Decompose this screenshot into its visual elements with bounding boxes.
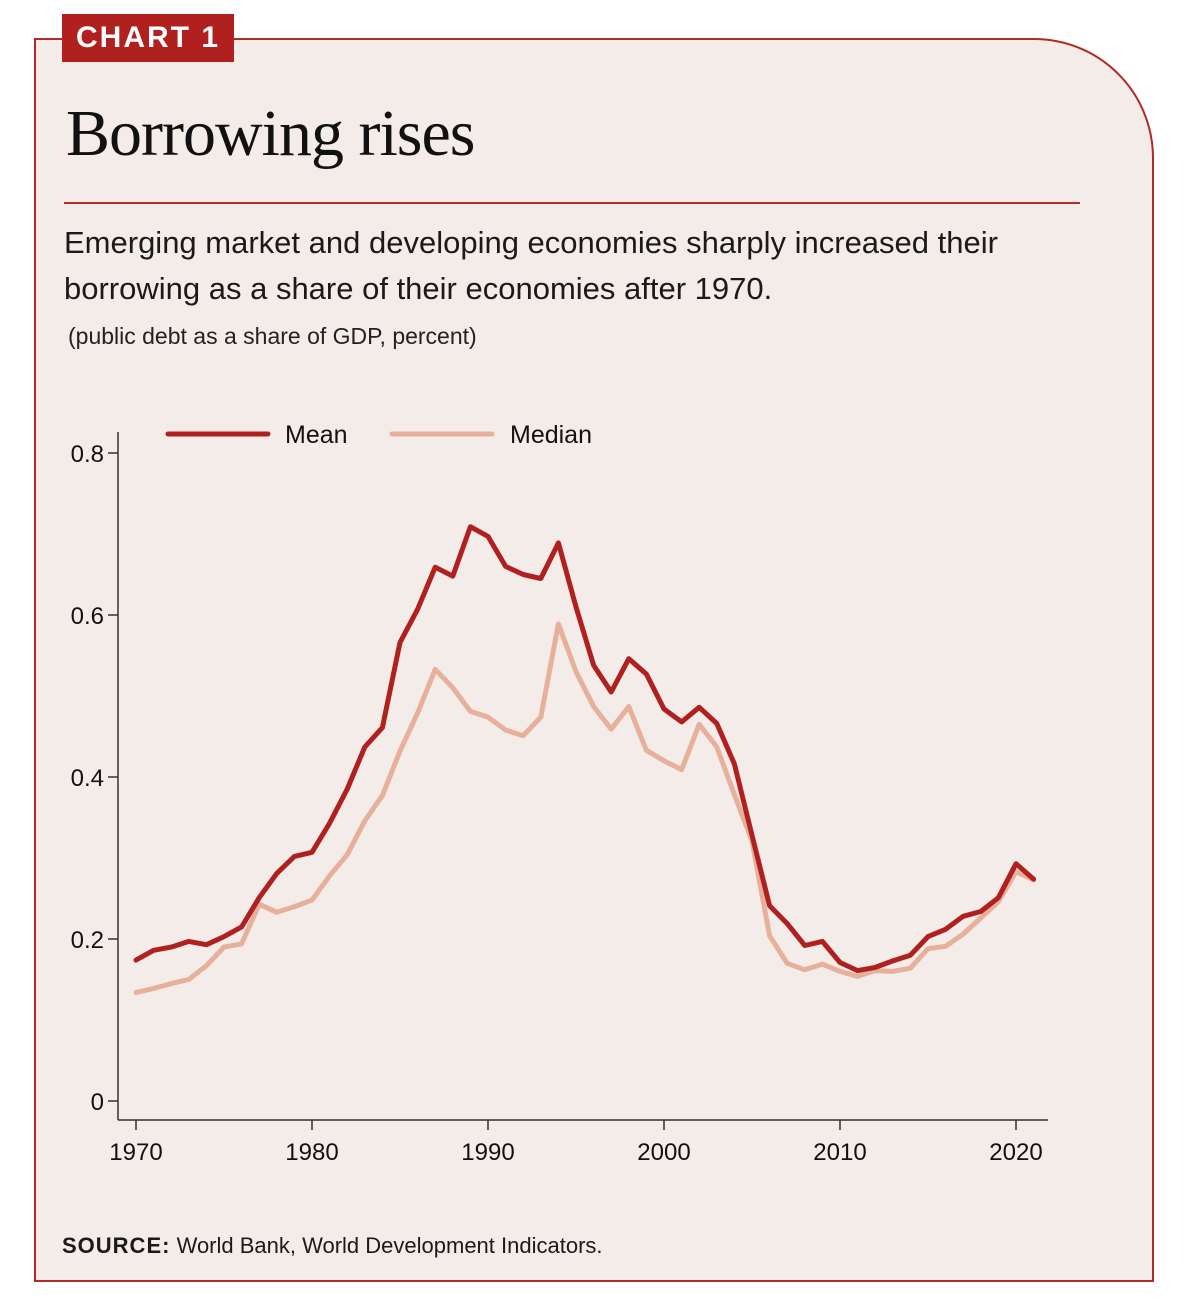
source-note: SOURCE: World Bank, World Development In… [62, 1233, 603, 1259]
title-divider [64, 202, 1080, 204]
y-tick-label: 0 [91, 1089, 104, 1116]
y-tick-label: 0.4 [71, 765, 104, 792]
chart-axes: 0 0.2 0.4 0.6 0.8 1970 1980 1990 2000 2010 2020 [71, 432, 1048, 1166]
y-tick-label: 0.6 [71, 603, 104, 630]
y-tick-label: 0.8 [71, 441, 104, 468]
x-tick-label: 1990 [461, 1139, 514, 1166]
legend-label-mean: Mean [285, 421, 348, 449]
x-tick-label: 2020 [989, 1139, 1042, 1166]
source-label: SOURCE: [62, 1233, 171, 1258]
x-tick-label: 1980 [285, 1139, 338, 1166]
legend-label-median: Median [510, 421, 592, 449]
chart-series [133, 524, 1037, 995]
series-line-mean [133, 524, 1037, 974]
x-tick-label: 1970 [109, 1139, 162, 1166]
x-tick-label: 2010 [813, 1139, 866, 1166]
chart-subtitle: Emerging market and developing economies… [64, 225, 998, 306]
chart-number-tag: CHART 1 [62, 14, 235, 62]
x-tick-label: 2000 [637, 1139, 690, 1166]
chart-title: Borrowing rises [66, 97, 475, 170]
series-line-median [133, 621, 1037, 995]
source-text: World Bank, World Development Indicators… [176, 1233, 603, 1258]
units-note: (public debt as a share of GDP, percent) [68, 323, 477, 349]
y-tick-label: 0.2 [71, 927, 104, 954]
chart-legend: Mean Median [165, 421, 592, 449]
